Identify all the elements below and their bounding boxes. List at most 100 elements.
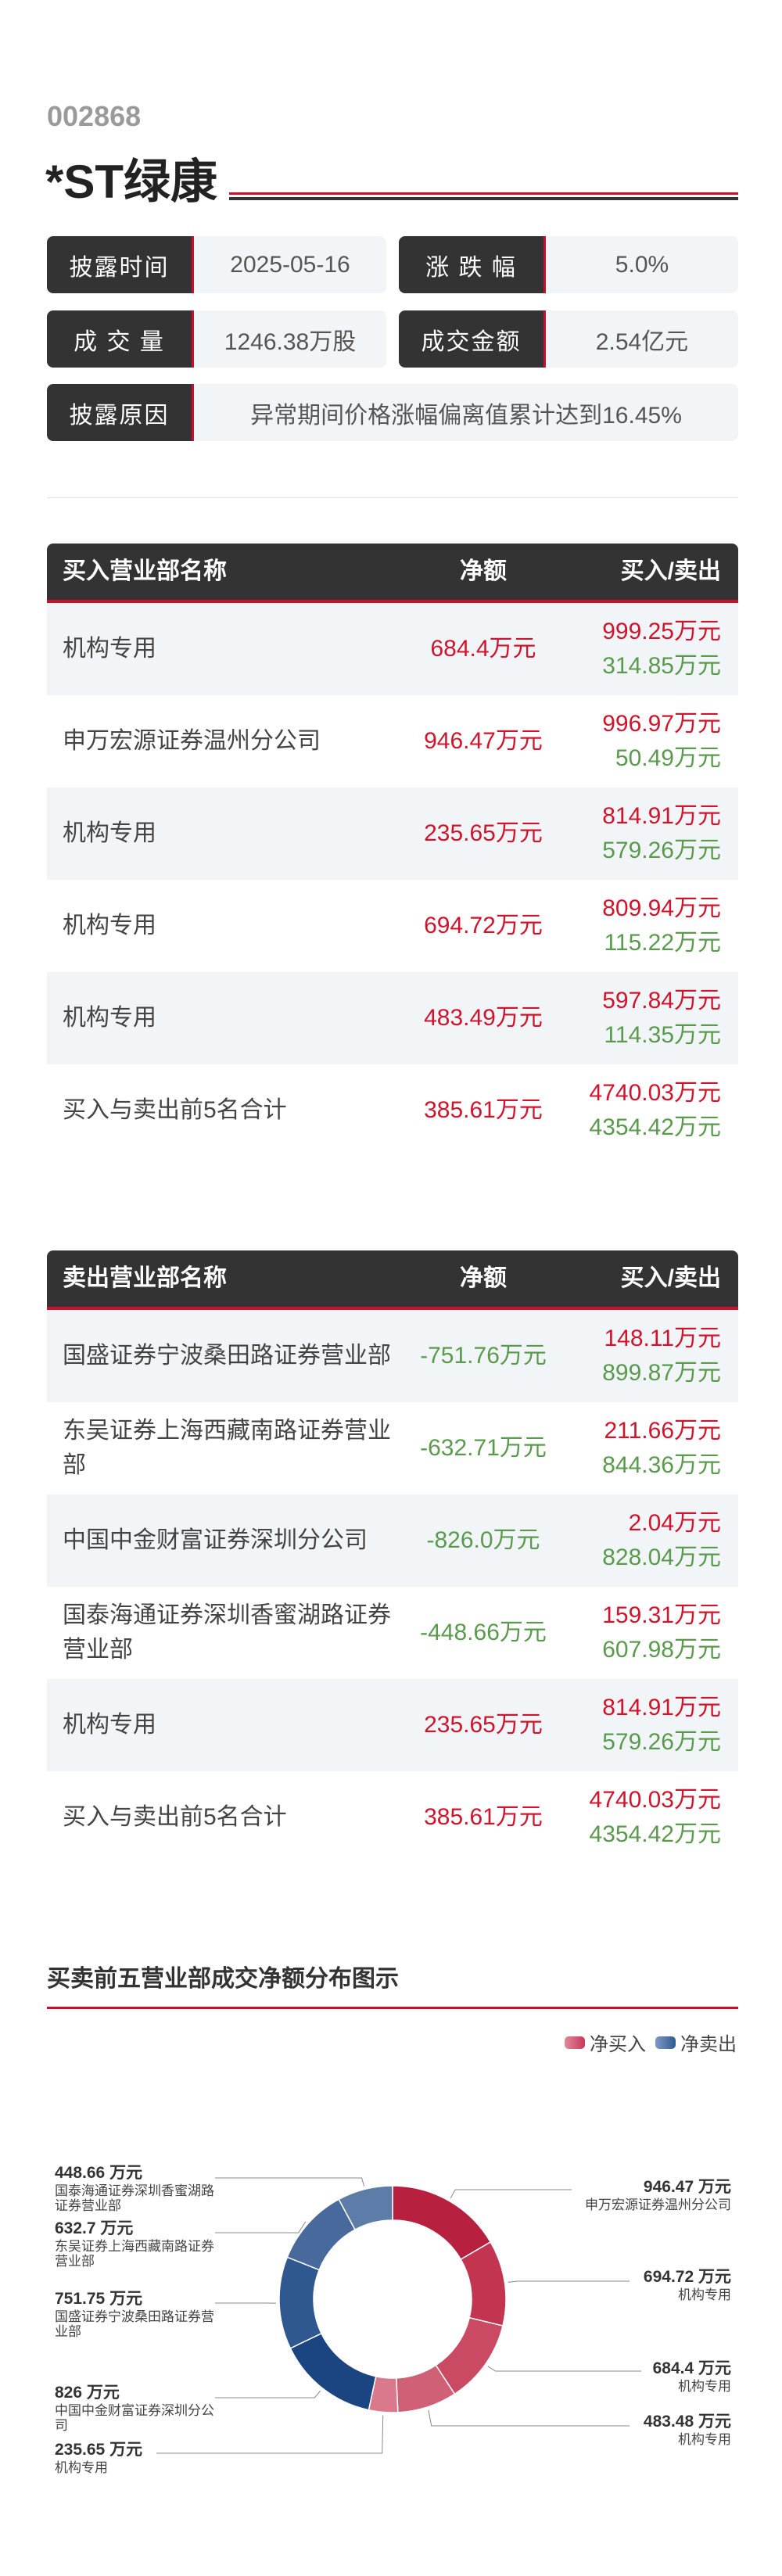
donut-slice (392, 2185, 492, 2261)
legend-swatch-buy (565, 2036, 585, 2049)
table-row: 机构专用 235.65万元 814.91万元 579.26万元 (47, 1679, 738, 1771)
table-header: 买入营业部名称 净额 买入/卖出 (47, 544, 738, 603)
leader-line (428, 2409, 630, 2427)
buy-amount: 4740.03万元 (589, 1787, 721, 1813)
buy-amount: 999.25万元 (602, 619, 721, 644)
slice-value: 684.4 万元 (652, 2359, 731, 2377)
slice-name: 东吴证券上海西藏南路证券营业部 (55, 2239, 214, 2269)
header-buy-sell: 买入/卖出 (620, 558, 721, 584)
slice-label: 694.72 万元 机构专用 (559, 2264, 731, 2302)
broker-name: 国盛证券宁波桑田路证券营业部 (63, 1343, 391, 1369)
table-row: 国盛证券宁波桑田路证券营业部 -751.76万元 148.11万元 899.87… (47, 1310, 738, 1402)
slice-value: 751.75 万元 (55, 2290, 143, 2308)
donut-slice (289, 2332, 377, 2411)
buy-amount: 159.31万元 (602, 1602, 721, 1628)
info-change: 涨 跌 幅 5.0% (399, 236, 738, 293)
header-buy-sell: 买入/卖出 (620, 1265, 721, 1291)
net-amount: 694.72万元 (424, 913, 543, 938)
slice-name: 中国中金财富证券深圳分公司 (55, 2403, 214, 2433)
info-disclosure-date: 披露时间 2025-05-16 (47, 236, 386, 293)
buy-amount: 211.66万元 (604, 1418, 721, 1444)
broker-name: 机构专用 (63, 913, 156, 938)
slice-name: 机构专用 (678, 2379, 731, 2394)
header-net: 净额 (460, 558, 507, 584)
leader-line (215, 2390, 321, 2398)
header-name: 卖出营业部名称 (63, 1265, 227, 1291)
net-amount: 483.49万元 (424, 1005, 543, 1031)
table-row: 机构专用 483.49万元 597.84万元 114.35万元 (47, 972, 738, 1064)
slice-label: 632.7 万元 东吴证券上海西藏南路证券营业部 (55, 2215, 227, 2269)
net-amount: -448.66万元 (420, 1620, 547, 1645)
sell-table: 卖出营业部名称 净额 买入/卖出 国盛证券宁波桑田路证券营业部 -751.76万… (47, 1250, 738, 1864)
divider (47, 497, 738, 498)
sell-amount: 4354.42万元 (589, 1114, 721, 1140)
broker-name: 机构专用 (63, 1712, 156, 1738)
leader-line (215, 2221, 307, 2233)
broker-name: 买入与卖出前5名合计 (63, 1804, 287, 1830)
buy-amount: 809.94万元 (602, 895, 721, 921)
buy-amount: 996.97万元 (602, 711, 721, 737)
legend-label-sell: 净卖出 (680, 2034, 737, 2055)
net-amount: 385.61万元 (424, 1097, 543, 1123)
legend-swatch-sell (655, 2036, 676, 2049)
broker-name: 东吴证券上海西藏南路证券营业部 (63, 1418, 391, 1478)
sell-amount: 115.22万元 (604, 930, 721, 956)
table-row: 机构专用 694.72万元 809.94万元 115.22万元 (47, 880, 738, 972)
header-name: 买入营业部名称 (63, 558, 227, 584)
leader-line (215, 2177, 365, 2187)
net-amount: 684.4万元 (430, 636, 536, 662)
sell-amount: 828.04万元 (602, 1545, 721, 1570)
buy-amount: 814.91万元 (602, 803, 721, 829)
broker-name: 机构专用 (63, 820, 156, 846)
net-amount: -826.0万元 (426, 1527, 540, 1553)
sell-amount: 579.26万元 (602, 1729, 721, 1755)
table-row: 东吴证券上海西藏南路证券营业部 -632.71万元 211.66万元 844.3… (47, 1402, 738, 1494)
info-value: 5.0% (615, 251, 669, 278)
leader-line (156, 2415, 384, 2454)
slice-name: 国泰海通证券深圳香蜜湖路证券营业部 (55, 2183, 214, 2213)
info-value: 1246.38万股 (224, 328, 357, 355)
slice-label: 483.48 万元 机构专用 (559, 2409, 731, 2447)
broker-name: 申万宏源证券温州分公司 (63, 728, 321, 754)
broker-name: 机构专用 (63, 1005, 156, 1031)
slice-value: 448.66 万元 (55, 2164, 143, 2182)
slice-label: 235.65 万元 机构专用 (55, 2437, 227, 2475)
donut-chart (156, 2177, 641, 2454)
leader-line (487, 2366, 641, 2372)
slice-value: 826 万元 (55, 2384, 120, 2402)
sell-amount: 899.87万元 (602, 1360, 721, 1386)
slice-name: 机构专用 (55, 2460, 108, 2475)
slice-name: 机构专用 (678, 2287, 731, 2302)
info-label: 成 交 量 (47, 310, 194, 368)
slice-label: 684.4 万元 机构专用 (559, 2355, 731, 2394)
slice-label: 946.47 万元 申万宏源证券温州分公司 (559, 2174, 731, 2212)
sell-amount: 607.98万元 (602, 1637, 721, 1663)
donut-slice (338, 2185, 393, 2231)
info-value: 2025-05-16 (230, 251, 350, 278)
buy-amount: 814.91万元 (602, 1695, 721, 1720)
leader-line (508, 2280, 630, 2283)
table-header: 卖出营业部名称 净额 买入/卖出 (47, 1250, 738, 1310)
info-value: 异常期间价格涨幅偏离值累计达到16.45% (250, 402, 682, 429)
slice-name: 国盛证券宁波桑田路证券营业部 (55, 2309, 214, 2339)
slice-name: 申万宏源证券温州分公司 (585, 2197, 731, 2212)
sell-amount: 314.85万元 (602, 653, 721, 679)
slice-label: 826 万元 中国中金财富证券深圳分公司 (55, 2380, 227, 2433)
buy-amount: 4740.03万元 (589, 1080, 721, 1106)
buy-amount: 148.11万元 (604, 1326, 721, 1351)
slice-label: 448.66 万元 国泰海通证券深圳香蜜湖路证券营业部 (55, 2160, 227, 2213)
info-label: 披露时间 (47, 236, 194, 293)
slice-value: 946.47 万元 (643, 2178, 731, 2196)
slice-value: 235.65 万元 (55, 2441, 143, 2459)
table-row: 机构专用 684.4万元 999.25万元 314.85万元 (47, 603, 738, 695)
buy-table: 买入营业部名称 净额 买入/卖出 机构专用 684.4万元 999.25万元 3… (47, 544, 738, 1157)
broker-name: 买入与卖出前5名合计 (63, 1097, 287, 1123)
table-row: 申万宏源证券温州分公司 946.47万元 996.97万元 50.49万元 (47, 695, 738, 788)
info-label: 成交金额 (399, 310, 546, 368)
stock-name: *ST绿康 (45, 156, 218, 208)
header-net: 净额 (460, 1265, 507, 1291)
chart-title: 买卖前五营业部成交净额分布图示 (47, 1966, 399, 1992)
title-rule-dark (229, 197, 738, 200)
info-value: 2.54亿元 (595, 328, 689, 355)
info-label: 披露原因 (47, 384, 194, 441)
